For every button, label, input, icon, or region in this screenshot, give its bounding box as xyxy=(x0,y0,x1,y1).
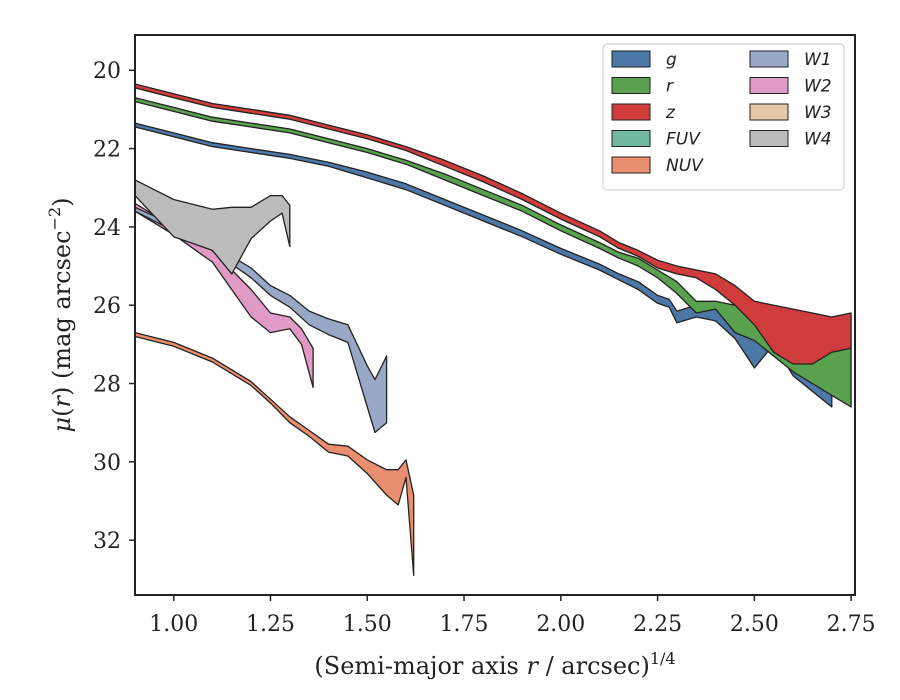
legend-swatch-z xyxy=(611,103,651,121)
y-axis-label: μ(r) (mag arcsec−2) xyxy=(45,197,76,432)
x-tick-label: 2.75 xyxy=(827,612,876,637)
band-w1 xyxy=(135,206,388,434)
x-tick-label: 2.50 xyxy=(730,612,779,637)
x-tick-label: 2.00 xyxy=(536,612,585,637)
y-tick-label: 20 xyxy=(93,59,121,84)
axes-ticks: 1.00 1.25 1.50 1.75 2.00 2.25 2.50 2.75 20 22 24 26… xyxy=(93,59,876,637)
band-w2 xyxy=(135,202,314,389)
legend-label-w4: W4 xyxy=(804,130,832,150)
legend-label-fuv: FUV xyxy=(666,130,701,150)
y-tick-label: 28 xyxy=(93,373,121,398)
legend-swatch-g xyxy=(611,50,651,68)
legend-label-nuv: NUV xyxy=(666,156,704,176)
band-g xyxy=(135,122,833,408)
legend-swatch-w3 xyxy=(749,103,789,121)
band-nuv xyxy=(135,331,415,577)
plot-area xyxy=(135,83,852,577)
legend-label-z: z xyxy=(665,103,676,123)
legend-swatch-fuv xyxy=(611,130,651,147)
x-tick-label: 1.25 xyxy=(246,612,295,637)
plot-frame xyxy=(134,34,856,596)
x-tick-label: 2.25 xyxy=(633,612,682,637)
y-tick-label: 30 xyxy=(93,451,121,476)
band-z xyxy=(135,83,852,365)
y-tick-label: 24 xyxy=(93,216,121,241)
x-tick-label: 1.50 xyxy=(343,612,392,637)
legend-label-w1: W1 xyxy=(804,50,832,70)
x-tick-label: 1.00 xyxy=(149,612,198,637)
x-axis-label: (Semi-major axis r / arcsec)1/4 xyxy=(314,649,675,680)
legend: grz FUV NUV W1 W2 W3 W4 xyxy=(602,43,845,191)
legend-label-g: g xyxy=(666,50,677,70)
legend-swatch-r xyxy=(611,77,651,94)
y-tick-label: 32 xyxy=(93,529,121,554)
band-w4 xyxy=(135,179,291,275)
legend-swatch-w2 xyxy=(749,77,789,94)
band-r xyxy=(135,97,852,408)
legend-swatch-w1 xyxy=(749,50,789,68)
legend-swatch-w4 xyxy=(749,130,789,147)
y-tick-label: 26 xyxy=(93,294,121,319)
y-tick-label: 22 xyxy=(93,138,121,163)
legend-label-w2: W2 xyxy=(804,77,832,97)
legend-label-r: r xyxy=(666,77,674,97)
legend-swatch-nuv xyxy=(611,156,651,174)
x-tick-label: 1.75 xyxy=(440,612,489,637)
legend-label-w3: W3 xyxy=(804,103,832,123)
